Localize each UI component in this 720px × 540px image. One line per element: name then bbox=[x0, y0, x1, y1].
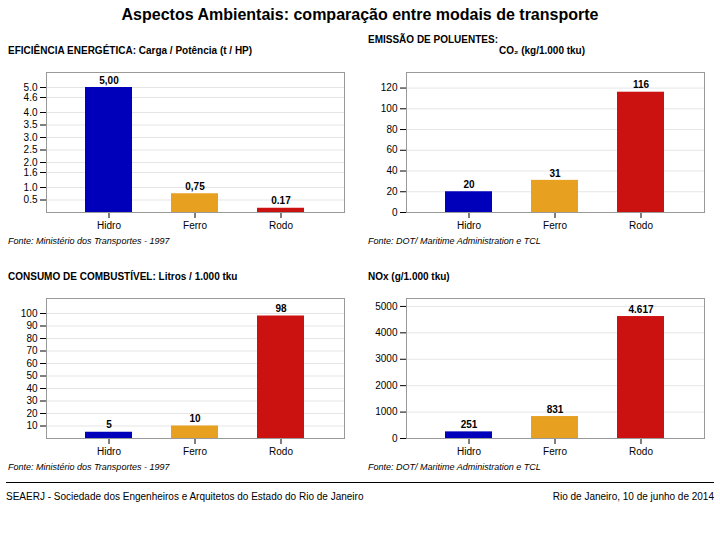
html-text:EMISSÃO DE POLUENTES:: EMISSÃO DE POLUENTES: bbox=[368, 34, 498, 45]
svg-text:Hidro: Hidro bbox=[457, 220, 481, 231]
html-text:Rio de Janeiro, 10 de junho de: Rio de Janeiro, 10 de junho de 2014 bbox=[552, 491, 714, 502]
svg-text:3000: 3000 bbox=[375, 353, 398, 364]
svg-text:Rodo: Rodo bbox=[629, 446, 653, 457]
svg-text:3.5: 3.5 bbox=[24, 119, 38, 130]
html-text:Aspectos Ambientais: comparaçã: Aspectos Ambientais: comparação entre mo… bbox=[121, 6, 599, 23]
svg-text:40: 40 bbox=[386, 165, 398, 176]
svg-text:116: 116 bbox=[633, 79, 650, 90]
html-text:SEAERJ - Sociedade dos Engenhe: SEAERJ - Sociedade dos Engenheiros e Arq… bbox=[6, 491, 364, 502]
svg-text:4.617: 4.617 bbox=[628, 304, 653, 315]
svg-text:Ferro: Ferro bbox=[543, 446, 567, 457]
svg-text:80: 80 bbox=[26, 333, 38, 344]
svg-text:5000: 5000 bbox=[375, 301, 398, 312]
svg-text:Hidro: Hidro bbox=[97, 446, 121, 457]
svg-text:Rodo: Rodo bbox=[629, 220, 653, 231]
svg-text:98: 98 bbox=[275, 303, 287, 314]
svg-text:100: 100 bbox=[381, 103, 398, 114]
svg-text:2000: 2000 bbox=[375, 380, 398, 391]
html-text:CONSUMO DE COMBUSTÍVEL: Litros: CONSUMO DE COMBUSTÍVEL: Litros / 1.000 t… bbox=[8, 271, 238, 282]
html-text:Fonte: Ministério dos Transpor: Fonte: Ministério dos Transportes - 1997 bbox=[8, 462, 170, 472]
html-text:Fonte: DOT/ Maritime Administr: Fonte: DOT/ Maritime Administration e TC… bbox=[368, 462, 541, 472]
svg-text:30: 30 bbox=[26, 395, 38, 406]
svg-text:60: 60 bbox=[386, 144, 398, 155]
svg-text:0.17: 0.17 bbox=[271, 195, 291, 206]
svg-text:251: 251 bbox=[461, 419, 478, 430]
svg-text:50: 50 bbox=[26, 370, 38, 381]
svg-text:Rodo: Rodo bbox=[269, 446, 293, 457]
html-text:Fonte: Ministério dos Transpor: Fonte: Ministério dos Transportes - 1997 bbox=[8, 236, 170, 246]
svg-text:20: 20 bbox=[26, 408, 38, 419]
svg-text:0: 0 bbox=[392, 433, 398, 444]
svg-text:31: 31 bbox=[549, 168, 561, 179]
svg-text:Ferro: Ferro bbox=[183, 446, 207, 457]
svg-text:Hidro: Hidro bbox=[97, 220, 121, 231]
svg-text:90: 90 bbox=[26, 320, 38, 331]
svg-text:1000: 1000 bbox=[375, 406, 398, 417]
svg-text:4.0: 4.0 bbox=[24, 107, 38, 118]
svg-text:0.5: 0.5 bbox=[24, 194, 38, 205]
html-text:EFICIÊNCIA ENERGÉTICA: Carga /: EFICIÊNCIA ENERGÉTICA: Carga / Potência … bbox=[8, 45, 253, 56]
html-text:CO₂ (kg/1.000 tku): CO₂ (kg/1.000 tku) bbox=[498, 45, 586, 56]
svg-text:5.0: 5.0 bbox=[24, 82, 38, 93]
svg-text:80: 80 bbox=[386, 124, 398, 135]
svg-text:70: 70 bbox=[26, 345, 38, 356]
svg-text:Ferro: Ferro bbox=[183, 220, 207, 231]
svg-text:Rodo: Rodo bbox=[269, 220, 293, 231]
svg-text:120: 120 bbox=[381, 82, 398, 93]
svg-text:831: 831 bbox=[547, 404, 564, 415]
svg-text:4000: 4000 bbox=[375, 327, 398, 338]
html-text:NOx (g/1.000 tku): NOx (g/1.000 tku) bbox=[368, 271, 450, 282]
html-text:Fonte: DOT/ Maritime Administr: Fonte: DOT/ Maritime Administration e TC… bbox=[368, 236, 541, 246]
svg-text:20: 20 bbox=[386, 186, 398, 197]
svg-text:40: 40 bbox=[26, 383, 38, 394]
svg-text:2.5: 2.5 bbox=[24, 144, 38, 155]
svg-text:1.6: 1.6 bbox=[24, 167, 38, 178]
svg-text:100: 100 bbox=[21, 308, 38, 319]
svg-text:5,00: 5,00 bbox=[99, 75, 119, 86]
svg-text:20: 20 bbox=[463, 179, 475, 190]
svg-text:0: 0 bbox=[392, 207, 398, 218]
svg-text:2.0: 2.0 bbox=[24, 157, 38, 168]
svg-text:3.0: 3.0 bbox=[24, 132, 38, 143]
svg-text:60: 60 bbox=[26, 358, 38, 369]
svg-text:5: 5 bbox=[106, 419, 112, 430]
svg-text:10: 10 bbox=[26, 420, 38, 431]
svg-text:1.0: 1.0 bbox=[24, 182, 38, 193]
svg-text:0,75: 0,75 bbox=[185, 181, 205, 192]
svg-text:10: 10 bbox=[189, 413, 201, 424]
svg-text:4.6: 4.6 bbox=[24, 92, 38, 103]
svg-text:Ferro: Ferro bbox=[543, 220, 567, 231]
svg-text:Hidro: Hidro bbox=[457, 446, 481, 457]
